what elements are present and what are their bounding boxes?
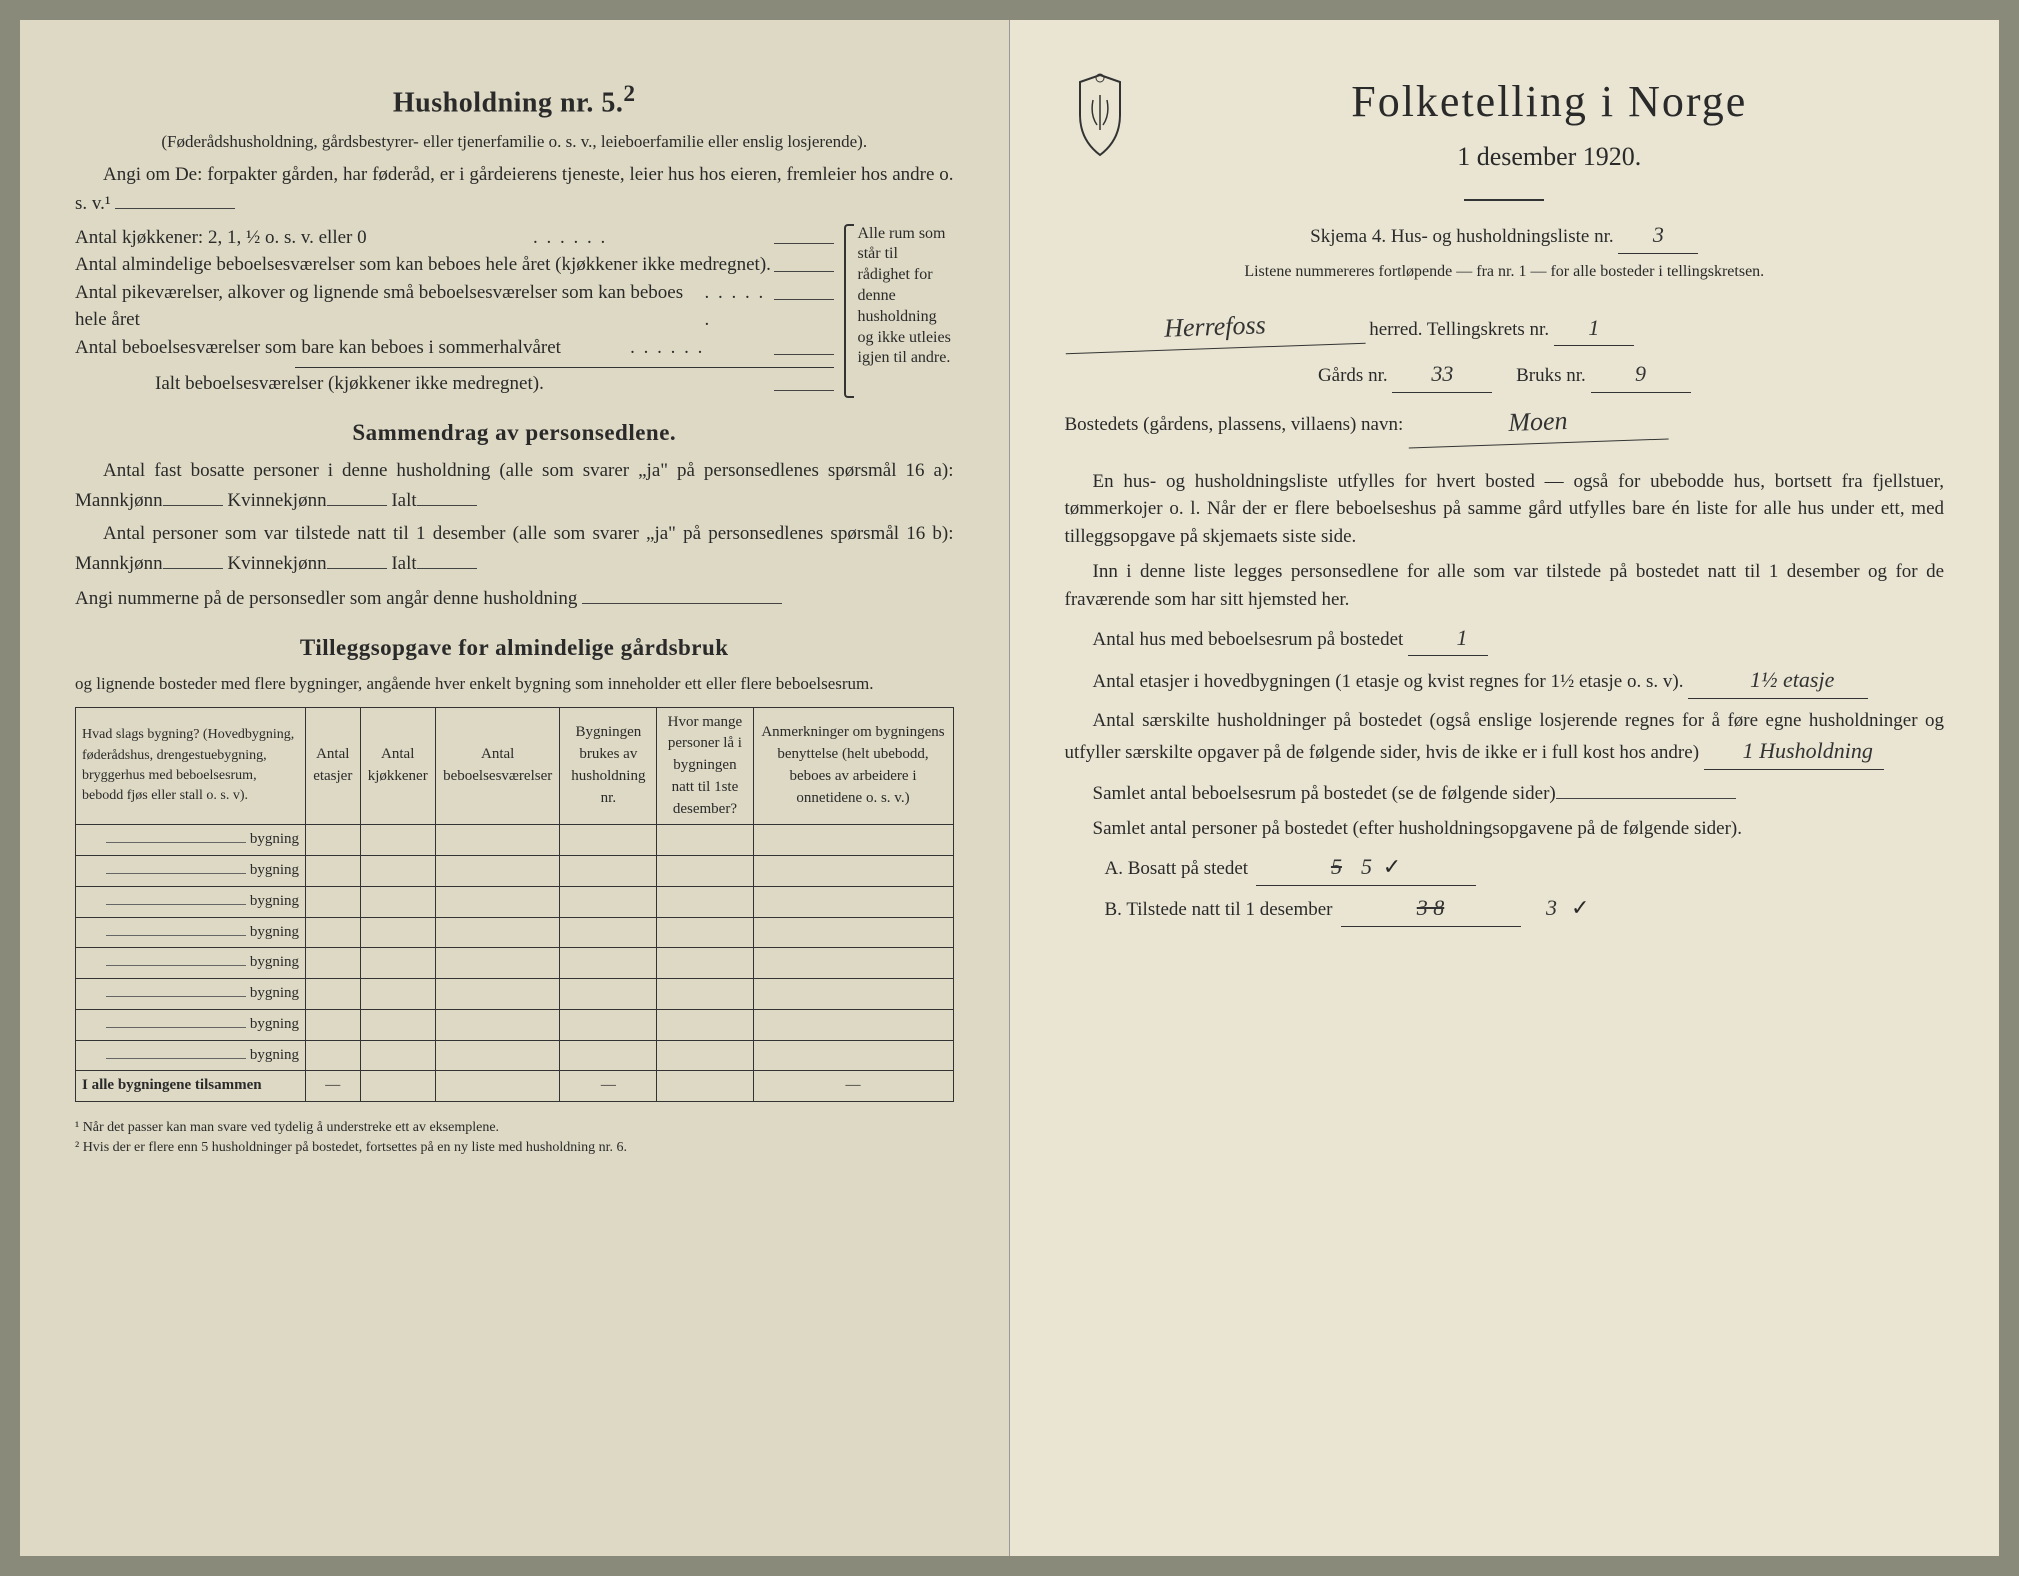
census-title: Folketelling i Norge <box>1155 70 1945 134</box>
a-val: 5 <box>1361 854 1372 879</box>
right-page: Folketelling i Norge 1 desember 1920. Sk… <box>1010 20 2000 1556</box>
listene-line: Listene nummereres fortløpende — fra nr.… <box>1065 260 1945 283</box>
instructions-p1: En hus- og husholdningsliste utfylles fo… <box>1065 468 1945 551</box>
household-sup: 2 <box>623 81 635 107</box>
census-date: 1 desember 1920. <box>1155 138 1945 176</box>
household-heading: Husholdning nr. 5.2 <box>75 78 954 124</box>
bruks-nr: 9 <box>1591 358 1691 393</box>
skjema-line: Skjema 4. Hus- og husholdningsliste nr. … <box>1065 219 1945 254</box>
saerskilte-line: Antal særskilte husholdninger på bostede… <box>1065 707 1945 769</box>
table-total-row: I alle bygningene tilsammen — — — <box>76 1071 954 1102</box>
antal-hus-val: 1 <box>1408 622 1488 657</box>
ab-block: A. Bosatt på stedet 5 5 ✓ B. Tilstede na… <box>1105 851 1945 927</box>
line-b: B. Tilstede natt til 1 desember 3 8 3 ✓ <box>1105 892 1945 927</box>
gards-nr: 33 <box>1392 358 1492 393</box>
building-table: Hvad slags bygning? (Hovedbygning, føder… <box>75 707 954 1103</box>
left-page: Husholdning nr. 5.2 (Føderådshusholdning… <box>20 20 1010 1556</box>
table-row: bygning <box>76 1040 954 1071</box>
angi-line: Angi om De: forpakter gården, har føderå… <box>75 161 954 218</box>
tillegg-heading: Tilleggsopgave for almindelige gårdsbruk <box>75 631 954 664</box>
gards-line: Gårds nr. 33 Bruks nr. 9 <box>1065 358 1945 393</box>
th-etasjer: Antal etasjer <box>306 707 361 825</box>
table-row: bygning <box>76 886 954 917</box>
ialt-line: Ialt beboelsesværelser (kjøkkener ikke m… <box>155 370 544 398</box>
etasjer-line: Antal etasjer i hovedbygningen (1 etasje… <box>1065 664 1945 699</box>
summary-p3: Angi nummerne på de personsedler som ang… <box>75 583 954 612</box>
instructions-p2: Inn i denne liste legges personsedlene f… <box>1065 558 1945 613</box>
skjema-nr: 3 <box>1618 219 1698 254</box>
samlet-rum-line: Samlet antal beboelsesrum på bostedet (s… <box>1065 778 1945 807</box>
b-strike: 3 8 <box>1417 895 1445 920</box>
krets-nr: 1 <box>1554 312 1634 347</box>
brace-line-2: Antal pikeværelser, alkover og lignende … <box>75 279 705 334</box>
th-personer: Hvor mange personer lå i bygningen natt … <box>657 707 753 825</box>
th-brukes: Bygningen brukes av husholdning nr. <box>560 707 657 825</box>
footnote-1: ¹ Når det passer kan man svare ved tydel… <box>75 1118 954 1138</box>
table-row: bygning <box>76 948 954 979</box>
table-row: bygning <box>76 825 954 856</box>
a-strike: 5 <box>1331 854 1342 879</box>
th-vaerelser: Antal beboelsesværelser <box>435 707 560 825</box>
total-label: I alle bygningene tilsammen <box>76 1071 306 1102</box>
table-header-row: Hvad slags bygning? (Hovedbygning, føder… <box>76 707 954 825</box>
brace-note: Alle rum som står til rådighet for denne… <box>844 224 954 398</box>
etasjer-val: 1½ etasje <box>1688 664 1868 699</box>
bosted-name: Moen <box>1407 399 1668 449</box>
b-val: 3 <box>1546 892 1557 924</box>
herred-line: Herrefoss herred. Tellingskrets nr. 1 <box>1065 308 1945 349</box>
summary-p1: Antal fast bosatte personer i denne hush… <box>75 457 954 514</box>
divider <box>1464 199 1544 201</box>
saerskilte-val: 1 Husholdning <box>1704 735 1884 770</box>
table-row: bygning <box>76 856 954 887</box>
checkmark-icon: ✓ <box>1571 892 1589 924</box>
document-spread: Husholdning nr. 5.2 (Føderådshusholdning… <box>20 20 1999 1556</box>
herred-name: Herrefoss <box>1064 302 1365 353</box>
kitchens-line: Antal kjøkkener: 2, 1, ½ o. s. v. eller … <box>75 224 367 252</box>
summary-heading: Sammendrag av personsedlene. <box>75 416 954 449</box>
line-a: A. Bosatt på stedet 5 5 ✓ <box>1105 851 1945 886</box>
brace-line-3: Antal beboelsesværelser som bare kan beb… <box>75 334 561 362</box>
brace-line-1: Antal almindelige beboelsesværelser som … <box>75 251 771 279</box>
table-row: bygning <box>76 1009 954 1040</box>
th-bygning: Hvad slags bygning? (Hovedbygning, føder… <box>76 707 306 825</box>
checkmark-icon: ✓ <box>1383 854 1401 879</box>
tillegg-sub: og lignende bosteder med flere bygninger… <box>75 672 954 697</box>
bosted-line: Bostedets (gårdens, plassens, villaens) … <box>1065 403 1945 444</box>
th-kjokkener: Antal kjøkkener <box>360 707 435 825</box>
coat-of-arms-icon <box>1065 70 1135 169</box>
summary-p2: Antal personer som var tilstede natt til… <box>75 520 954 577</box>
th-anm: Anmerkninger om bygningens benyttelse (h… <box>753 707 953 825</box>
household-subtext: (Føderådshusholdning, gårdsbestyrer- ell… <box>75 130 954 155</box>
table-row: bygning <box>76 979 954 1010</box>
samlet-pers-line: Samlet antal personer på bostedet (efter… <box>1065 815 1945 843</box>
rooms-block: Antal kjøkkener: 2, 1, ½ o. s. v. eller … <box>75 224 954 398</box>
table-row: bygning <box>76 917 954 948</box>
footnote-2: ² Hvis der er flere enn 5 husholdninger … <box>75 1138 954 1158</box>
antal-hus-line: Antal hus med beboelsesrum på bostedet 1 <box>1065 622 1945 657</box>
footnotes: ¹ Når det passer kan man svare ved tydel… <box>75 1118 954 1157</box>
